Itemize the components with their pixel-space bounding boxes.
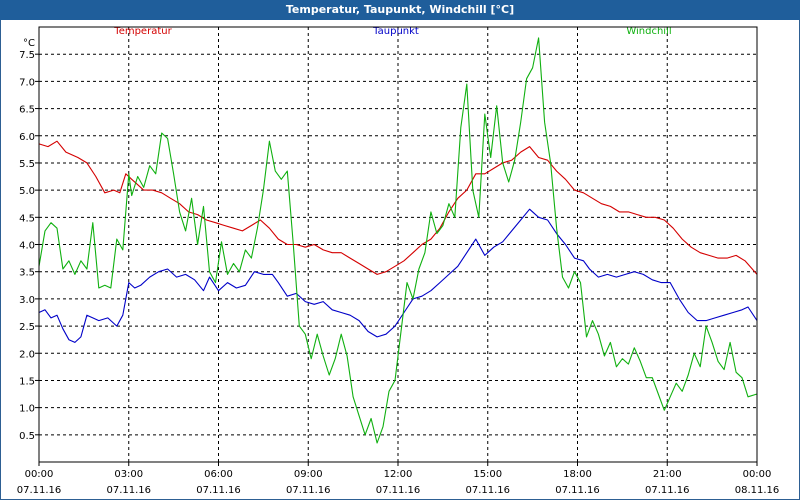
legend-entry-windchill: Windchill <box>626 26 671 37</box>
legend-entry-taupunkt: Taupunkt <box>372 26 419 37</box>
series-line-windchill <box>38 37 758 444</box>
x-tick-date: 07.11.16 <box>196 485 241 496</box>
y-tick-label: 5.5 <box>19 159 35 170</box>
x-tick-date: 07.11.16 <box>465 485 510 496</box>
y-tick-label: 1.5 <box>19 376 35 387</box>
y-tick-label: 7.5 <box>19 50 35 61</box>
x-tick-date: 07.11.16 <box>17 485 62 496</box>
x-tick-time: 21:00 <box>653 469 682 480</box>
y-tick-label: 7.0 <box>19 77 35 88</box>
chart-title: Temperatur, Taupunkt, Windchill [°C] <box>0 0 800 20</box>
x-tick-date: 07.11.16 <box>286 485 331 496</box>
x-tick-time: 12:00 <box>384 469 413 480</box>
x-tick-time: 03:00 <box>114 469 143 480</box>
x-tick-date: 08.11.16 <box>735 485 780 496</box>
y-tick-label: 4.0 <box>19 241 35 252</box>
x-axis-ticks: 00:00 07.11.16 03:00 07.11.16 06:00 07.11.16 0… <box>17 462 780 496</box>
x-tick-time: 00:00 <box>743 469 772 480</box>
plot-frame <box>38 26 758 463</box>
plot-area-border <box>38 26 758 463</box>
x-tick-date: 07.11.16 <box>645 485 690 496</box>
y-tick-label: 2.0 <box>19 349 35 360</box>
series-line-temperatur <box>38 140 758 275</box>
y-tick-label: 6.0 <box>19 132 35 143</box>
x-tick-time: 09:00 <box>294 469 323 480</box>
legend-entry-temperatur: Temperatur <box>113 26 172 37</box>
y-axis-unit: °C <box>23 38 35 49</box>
x-tick-time: 00:00 <box>25 469 54 480</box>
series-line-taupunkt <box>38 208 758 343</box>
y-tick-label: 0.5 <box>19 431 35 442</box>
y-tick-label: 1.0 <box>19 404 35 415</box>
y-tick-label: 3.0 <box>19 295 35 306</box>
x-tick-time: 18:00 <box>563 469 592 480</box>
x-tick-date: 07.11.16 <box>376 485 421 496</box>
y-tick-label: 3.5 <box>19 268 35 279</box>
y-axis-ticks: 0.5 1.0 1.5 2.0 2.5 3.0 3.5 4.0 4.5 5.0 5.5 6.0 6.5 7… <box>19 38 39 442</box>
x-tick-date: 07.11.16 <box>106 485 151 496</box>
y-tick-label: 6.5 <box>19 105 35 116</box>
legend: Temperatur Taupunkt Windchill <box>113 26 671 37</box>
y-tick-label: 4.5 <box>19 213 35 224</box>
x-tick-date: 07.11.16 <box>555 485 600 496</box>
data-series <box>38 37 758 444</box>
y-tick-label: 2.5 <box>19 322 35 333</box>
x-tick-time: 15:00 <box>473 469 502 480</box>
grid-lines <box>39 27 757 462</box>
x-tick-time: 06:00 <box>204 469 233 480</box>
y-tick-label: 5.0 <box>19 186 35 197</box>
